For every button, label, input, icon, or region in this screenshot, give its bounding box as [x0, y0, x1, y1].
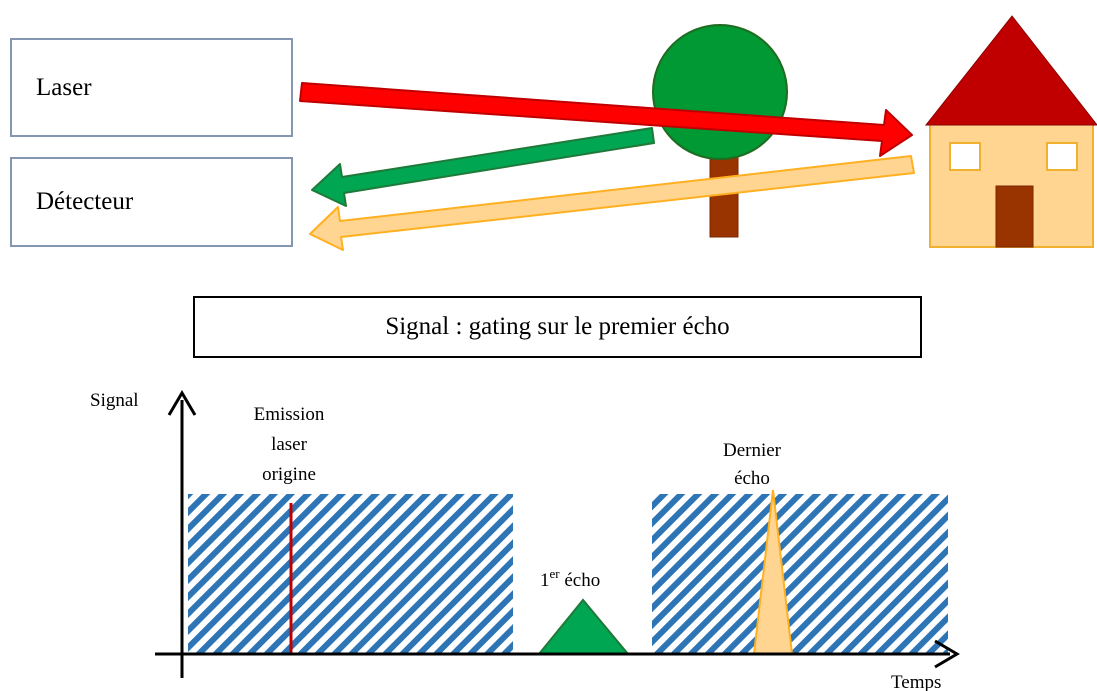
tree-crown	[652, 24, 788, 160]
svg-text:Dernier: Dernier	[723, 440, 782, 461]
laser-label: Laser	[36, 73, 92, 101]
emission-label: Emission laser origine	[254, 404, 325, 485]
gate-zone-left	[188, 494, 513, 654]
laser-box: Laser	[10, 38, 293, 137]
house-door	[995, 185, 1034, 248]
first-echo-label: 1er écho	[540, 566, 600, 591]
svg-text:écho: écho	[734, 468, 770, 489]
detector-box: Détecteur	[10, 157, 293, 247]
y-axis-label: Signal	[90, 390, 139, 411]
house-window-left	[949, 142, 981, 171]
svg-text:laser: laser	[271, 434, 308, 455]
house-window-right	[1046, 142, 1078, 171]
gate-zone-right	[652, 494, 948, 654]
signal-axis	[167, 390, 197, 678]
house-icon	[924, 15, 1097, 248]
signal-title-box: Signal : gating sur le premier écho	[193, 296, 922, 358]
time-axis	[155, 639, 960, 669]
house-roof	[924, 15, 1097, 126]
first-echo-arrow	[311, 127, 655, 207]
svg-text:origine: origine	[262, 464, 316, 485]
detector-label: Détecteur	[36, 188, 134, 215]
svg-text:Emission: Emission	[254, 404, 325, 425]
laser-beam-arrow	[299, 82, 913, 157]
x-axis-label: Temps	[891, 672, 941, 691]
last-echo-arrow	[309, 155, 915, 251]
signal-title: Signal : gating sur le premier écho	[385, 313, 730, 340]
first-echo-pulse	[536, 598, 631, 655]
last-echo-label: Dernier écho	[723, 440, 782, 489]
